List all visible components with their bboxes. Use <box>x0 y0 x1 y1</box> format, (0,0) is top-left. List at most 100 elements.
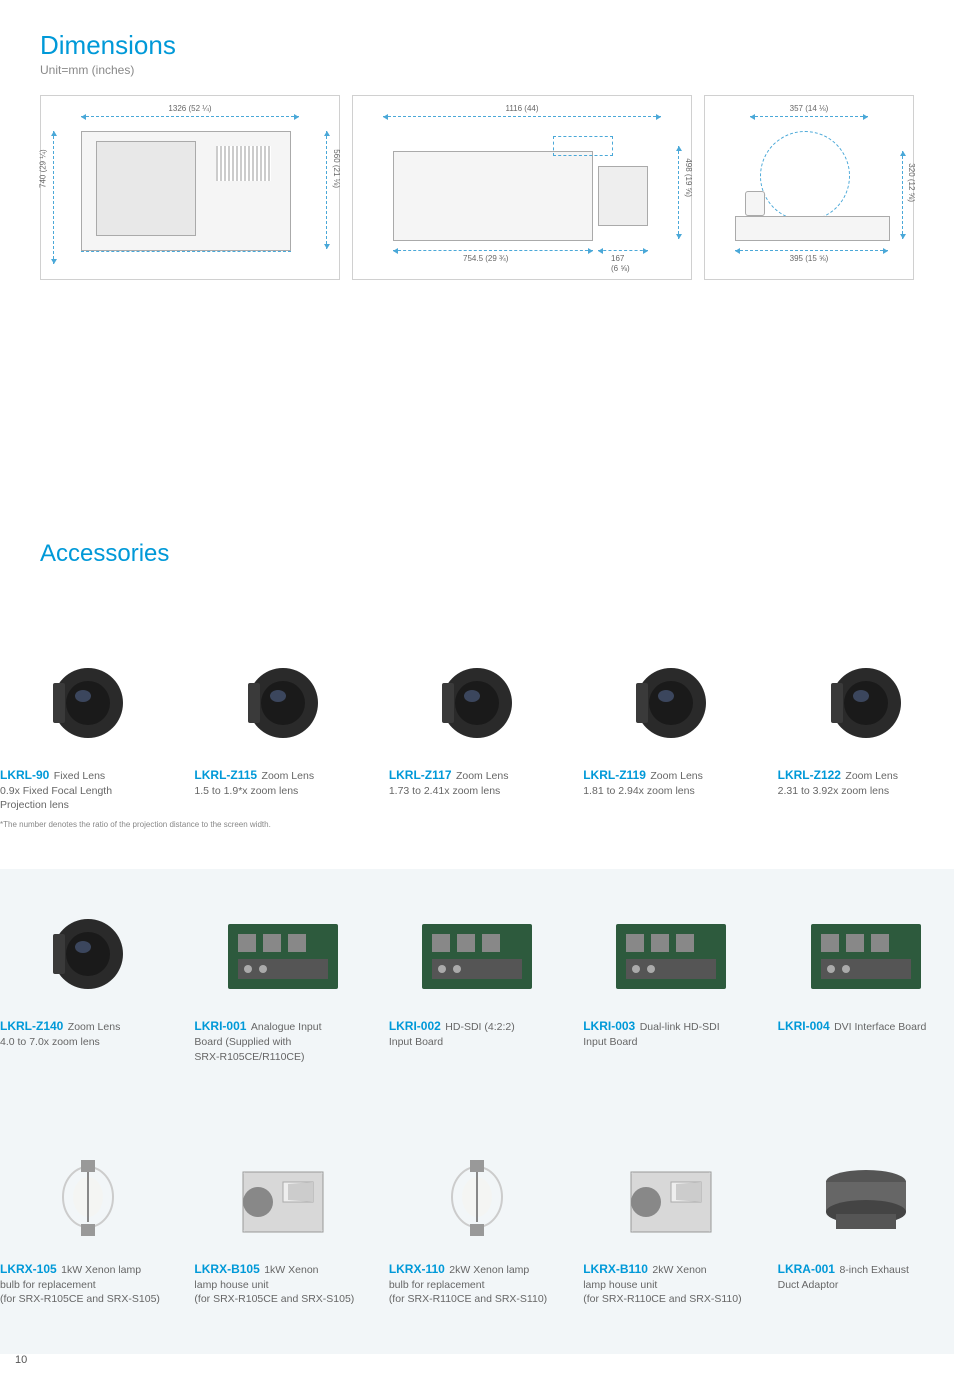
accessory-item: LKRX-B105 1kW Xenon lamp house unit(for S… <box>194 1142 370 1306</box>
accessory-desc: bulb for replacement(for SRX-R105CE and … <box>0 1278 176 1306</box>
accessory-image <box>389 648 565 758</box>
accessory-label: Zoom Lens <box>650 770 703 782</box>
accessory-caption: LKRX-B110 2kW Xenon lamp house unit(for S… <box>583 1260 759 1306</box>
accessory-item: LKRA-001 8-inch Exhaust Duct Adaptor <box>778 1142 954 1306</box>
accessory-caption: LKRL-Z119 Zoom Lens 1.81 to 2.94x zoom le… <box>583 766 759 798</box>
accessory-label: Zoom Lens <box>845 770 898 782</box>
accessory-name: LKRX-B105 <box>194 1262 259 1276</box>
diagram-front: 1326 (52 ¼) 740 (29 ¼) 560 (21 ⅛) <box>40 95 340 280</box>
accessory-caption: LKRL-Z140 Zoom Lens 4.0 to 7.0x zoom lens <box>0 1017 176 1049</box>
accessory-image <box>583 648 759 758</box>
accessories-title: Accessories <box>40 540 914 568</box>
accessory-name: LKRX-B110 <box>583 1262 648 1276</box>
accessory-row: LKRL-Z140 Zoom Lens 4.0 to 7.0x zoom lens… <box>0 869 954 1111</box>
accessory-row: LKRX-105 1kW Xenon lamp bulb for replacem… <box>0 1112 954 1354</box>
accessory-caption: LKRA-001 8-inch Exhaust Duct Adaptor <box>778 1260 954 1292</box>
accessory-image <box>0 1142 176 1252</box>
accessory-name: LKRL-Z117 <box>389 768 452 782</box>
accessory-caption: LKRX-110 2kW Xenon lamp bulb for replacem… <box>389 1260 565 1306</box>
accessory-item: LKRL-90 Fixed Lens 0.9x Fixed Focal Lengt… <box>0 648 176 812</box>
footnote: *The number denotes the ratio of the pro… <box>0 820 954 829</box>
accessory-item: LKRI-002 HD-SDI (4:2:2) Input Board <box>389 899 565 1063</box>
accessory-label: 2kW Xenon <box>652 1264 706 1276</box>
accessory-name: LKRI-001 <box>194 1019 246 1033</box>
accessory-label: Zoom Lens <box>456 770 509 782</box>
accessory-item: LKRL-Z119 Zoom Lens 1.81 to 2.94x zoom le… <box>583 648 759 812</box>
accessory-label: 2kW Xenon lamp <box>449 1264 529 1276</box>
accessory-item: LKRI-004 DVI Interface Board <box>778 899 954 1063</box>
accessory-desc: Input Board <box>389 1035 565 1049</box>
accessory-desc: Input Board <box>583 1035 759 1049</box>
diagram-rear: 357 (14 ⅛) 320 (12 ⅝) 395 (15 ⅝) <box>704 95 914 280</box>
accessory-image <box>583 1142 759 1252</box>
accessory-image <box>0 648 176 758</box>
accessory-image <box>0 899 176 1009</box>
accessory-label: Zoom Lens <box>68 1021 121 1033</box>
accessory-label: Zoom Lens <box>262 770 315 782</box>
accessory-image <box>778 1142 954 1252</box>
accessory-label: Analogue Input <box>251 1021 322 1033</box>
accessory-desc: 0.9x Fixed Focal LengthProjection lens <box>0 784 176 812</box>
accessory-caption: LKRI-001 Analogue Input Board (Supplied w… <box>194 1017 370 1063</box>
accessory-desc: 1.81 to 2.94x zoom lens <box>583 784 759 798</box>
accessory-item: LKRX-B110 2kW Xenon lamp house unit(for S… <box>583 1142 759 1306</box>
accessory-desc: 1.73 to 2.41x zoom lens <box>389 784 565 798</box>
accessory-label: 8-inch Exhaust <box>839 1264 908 1276</box>
accessory-caption: LKRI-002 HD-SDI (4:2:2) Input Board <box>389 1017 565 1049</box>
accessory-item: LKRL-Z117 Zoom Lens 1.73 to 2.41x zoom le… <box>389 648 565 812</box>
accessory-image <box>778 899 954 1009</box>
accessory-item: LKRX-110 2kW Xenon lamp bulb for replacem… <box>389 1142 565 1306</box>
dimensions-subtitle: Unit=mm (inches) <box>40 63 914 77</box>
accessory-item: LKRL-Z115 Zoom Lens 1.5 to 1.9*x zoom len… <box>194 648 370 812</box>
accessory-name: LKRA-001 <box>778 1262 835 1276</box>
accessory-item: LKRX-105 1kW Xenon lamp bulb for replacem… <box>0 1142 176 1306</box>
dimensions-title: Dimensions <box>40 30 914 61</box>
accessory-caption: LKRX-105 1kW Xenon lamp bulb for replacem… <box>0 1260 176 1306</box>
accessory-caption: LKRL-Z122 Zoom Lens 2.31 to 3.92x zoom le… <box>778 766 954 798</box>
accessory-name: LKRL-Z122 <box>778 768 841 782</box>
page-number: 10 <box>0 1354 954 1386</box>
accessory-label: 1kW Xenon <box>264 1264 318 1276</box>
accessory-caption: LKRI-003 Dual-link HD-SDI Input Board <box>583 1017 759 1049</box>
accessory-image <box>389 1142 565 1252</box>
accessory-label: DVI Interface Board <box>834 1021 926 1033</box>
accessory-desc: 4.0 to 7.0x zoom lens <box>0 1035 176 1049</box>
accessory-caption: LKRL-Z115 Zoom Lens 1.5 to 1.9*x zoom len… <box>194 766 370 798</box>
accessory-desc: 2.31 to 3.92x zoom lens <box>778 784 954 798</box>
accessory-name: LKRL-90 <box>0 768 49 782</box>
dimension-diagrams: 1326 (52 ¼) 740 (29 ¼) 560 (21 ⅛) 1116 (… <box>40 95 914 280</box>
accessory-desc: Board (Supplied withSRX-R105CE/R110CE) <box>194 1035 370 1063</box>
accessory-image <box>194 1142 370 1252</box>
accessory-name: LKRL-Z119 <box>583 768 646 782</box>
accessory-image <box>194 648 370 758</box>
accessory-caption: LKRL-90 Fixed Lens 0.9x Fixed Focal Lengt… <box>0 766 176 812</box>
accessory-label: 1kW Xenon lamp <box>61 1264 141 1276</box>
accessory-name: LKRI-004 <box>778 1019 830 1033</box>
accessory-image <box>583 899 759 1009</box>
diagram-side: 1116 (44) 498 (19 ⅝) 754.5 (29 ¾) 167 (6… <box>352 95 692 280</box>
accessory-label: Fixed Lens <box>54 770 105 782</box>
accessory-image <box>778 648 954 758</box>
accessory-row: LKRL-90 Fixed Lens 0.9x Fixed Focal Lengt… <box>0 618 954 869</box>
accessory-item: LKRI-001 Analogue Input Board (Supplied w… <box>194 899 370 1063</box>
accessory-caption: LKRL-Z117 Zoom Lens 1.73 to 2.41x zoom le… <box>389 766 565 798</box>
accessory-image <box>389 899 565 1009</box>
accessory-item: LKRL-Z140 Zoom Lens 4.0 to 7.0x zoom lens <box>0 899 176 1063</box>
accessory-name: LKRI-003 <box>583 1019 635 1033</box>
accessory-name: LKRI-002 <box>389 1019 441 1033</box>
accessory-name: LKRL-Z140 <box>0 1019 63 1033</box>
accessory-caption: LKRX-B105 1kW Xenon lamp house unit(for S… <box>194 1260 370 1306</box>
accessory-name: LKRX-110 <box>389 1262 445 1276</box>
accessory-desc: lamp house unit(for SRX-R105CE and SRX-S… <box>194 1278 370 1306</box>
accessory-item: LKRI-003 Dual-link HD-SDI Input Board <box>583 899 759 1063</box>
accessory-label: HD-SDI (4:2:2) <box>445 1021 514 1033</box>
accessory-desc: lamp house unit(for SRX-R110CE and SRX-S… <box>583 1278 759 1306</box>
accessory-caption: LKRI-004 DVI Interface Board <box>778 1017 954 1035</box>
accessory-item: LKRL-Z122 Zoom Lens 2.31 to 3.92x zoom le… <box>778 648 954 812</box>
accessory-label: Dual-link HD-SDI <box>640 1021 720 1033</box>
accessory-desc: bulb for replacement(for SRX-R110CE and … <box>389 1278 565 1306</box>
accessory-name: LKRL-Z115 <box>194 768 257 782</box>
accessory-name: LKRX-105 <box>0 1262 57 1276</box>
accessory-desc: Duct Adaptor <box>778 1278 954 1292</box>
accessory-desc: 1.5 to 1.9*x zoom lens <box>194 784 370 798</box>
